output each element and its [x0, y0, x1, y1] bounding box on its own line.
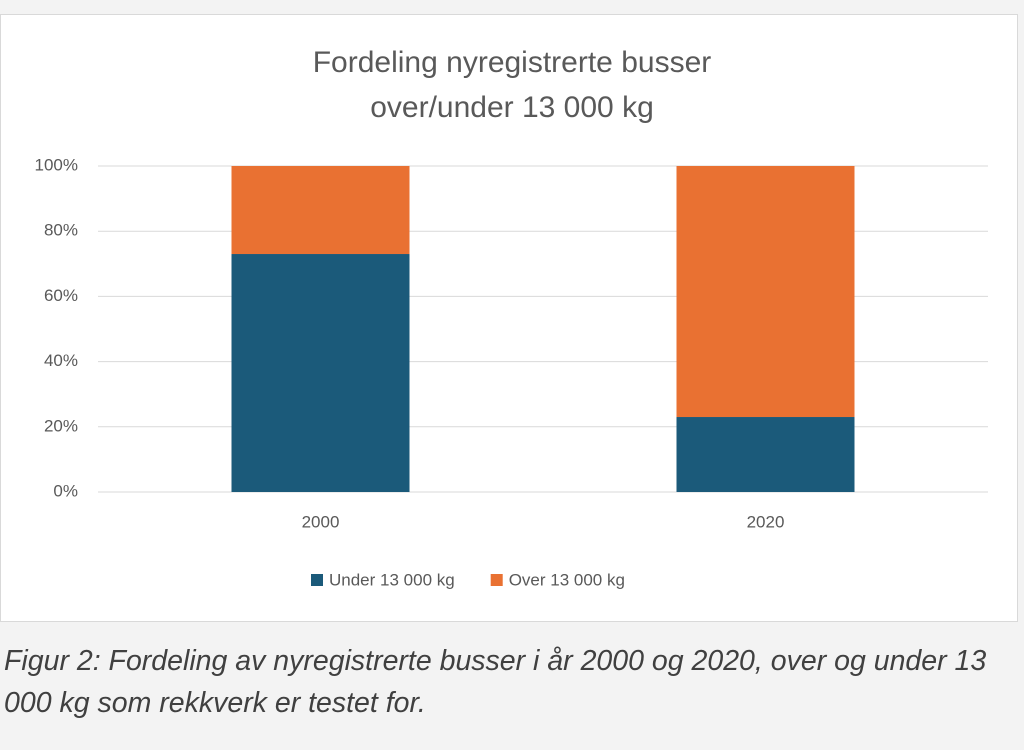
legend-label: Under 13 000 kg — [329, 570, 455, 589]
legend-swatch — [490, 574, 503, 586]
bar-segment — [676, 166, 855, 418]
y-tick-label: 80% — [44, 221, 78, 240]
bar-segment — [231, 254, 410, 492]
legend-swatch — [311, 574, 323, 586]
caption: Figur 2: Fordeling av nyregistrerte buss… — [4, 645, 987, 719]
y-tick-label: 40% — [44, 351, 78, 370]
y-tick-label: 20% — [44, 416, 78, 435]
chart-title: Fordeling nyregistrerte busser over/unde… — [312, 46, 712, 124]
y-tick-label: 100% — [35, 155, 78, 174]
x-tick-label: 2020 — [747, 512, 785, 531]
y-tick-label: 0% — [53, 481, 78, 500]
bar-segment — [231, 166, 410, 255]
y-tick-label: 60% — [44, 286, 78, 305]
x-tick-label: 2000 — [302, 512, 340, 531]
bar-segment — [676, 417, 855, 492]
legend-label: Over 13 000 kg — [509, 570, 625, 589]
